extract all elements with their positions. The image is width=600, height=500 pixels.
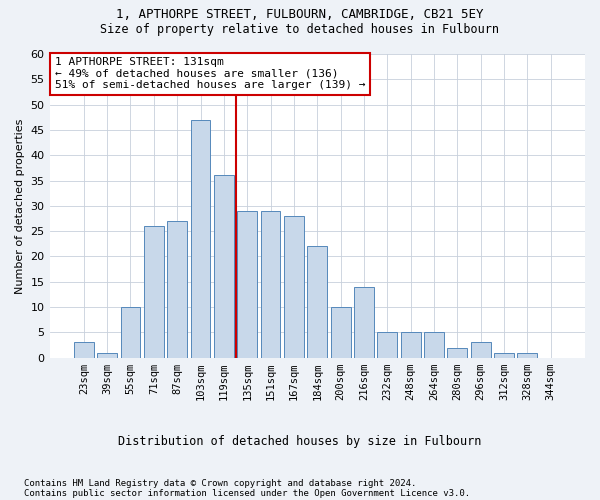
Text: Size of property relative to detached houses in Fulbourn: Size of property relative to detached ho… [101, 22, 499, 36]
Text: Contains HM Land Registry data © Crown copyright and database right 2024.: Contains HM Land Registry data © Crown c… [24, 478, 416, 488]
Bar [331, 307, 350, 358]
Bar [377, 332, 397, 357]
Bar [121, 307, 140, 358]
Bar [191, 120, 211, 358]
Bar [74, 342, 94, 357]
Bar [144, 226, 164, 358]
Bar [307, 246, 327, 358]
Bar [260, 211, 280, 358]
Bar [284, 216, 304, 358]
Bar [401, 332, 421, 357]
Bar [238, 211, 257, 358]
Text: Contains public sector information licensed under the Open Government Licence v3: Contains public sector information licen… [24, 488, 470, 498]
Text: 1, APTHORPE STREET, FULBOURN, CAMBRIDGE, CB21 5EY: 1, APTHORPE STREET, FULBOURN, CAMBRIDGE,… [116, 8, 484, 20]
Bar [354, 287, 374, 358]
Text: Distribution of detached houses by size in Fulbourn: Distribution of detached houses by size … [118, 435, 482, 448]
Bar [214, 176, 234, 358]
Text: 1 APTHORPE STREET: 131sqm
← 49% of detached houses are smaller (136)
51% of semi: 1 APTHORPE STREET: 131sqm ← 49% of detac… [55, 57, 365, 90]
Bar [167, 221, 187, 358]
Bar [517, 352, 538, 358]
Bar [97, 352, 117, 358]
Bar [424, 332, 444, 357]
Bar [471, 342, 491, 357]
Bar [494, 352, 514, 358]
Bar [448, 348, 467, 358]
Y-axis label: Number of detached properties: Number of detached properties [15, 118, 25, 294]
